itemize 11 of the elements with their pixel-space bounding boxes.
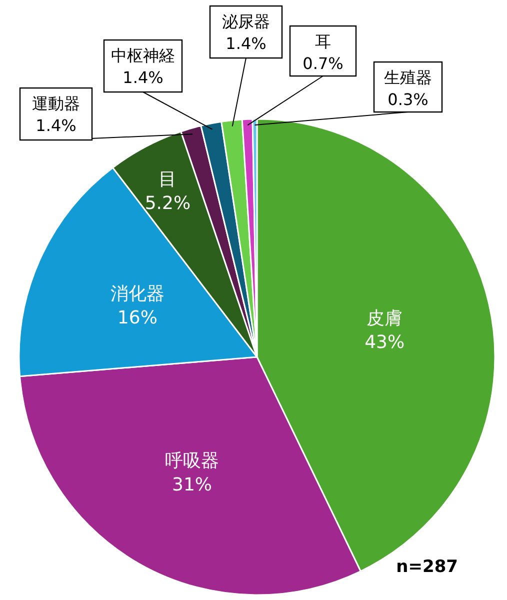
data-label: 0.3%: [388, 90, 428, 109]
slice-label: 運動器: [32, 94, 80, 113]
slice-label: 泌尿器: [222, 12, 270, 31]
data-label: 1.4%: [36, 116, 76, 135]
slice-label: 中枢神経: [111, 46, 175, 65]
text: n=287: [396, 557, 458, 577]
data-label: 1.4%: [226, 34, 266, 53]
slice-label: 生殖器: [384, 68, 432, 87]
slice-label: 耳: [315, 32, 331, 51]
data-label: 0.7%: [302, 54, 344, 73]
data-label: 1.4%: [122, 68, 164, 87]
